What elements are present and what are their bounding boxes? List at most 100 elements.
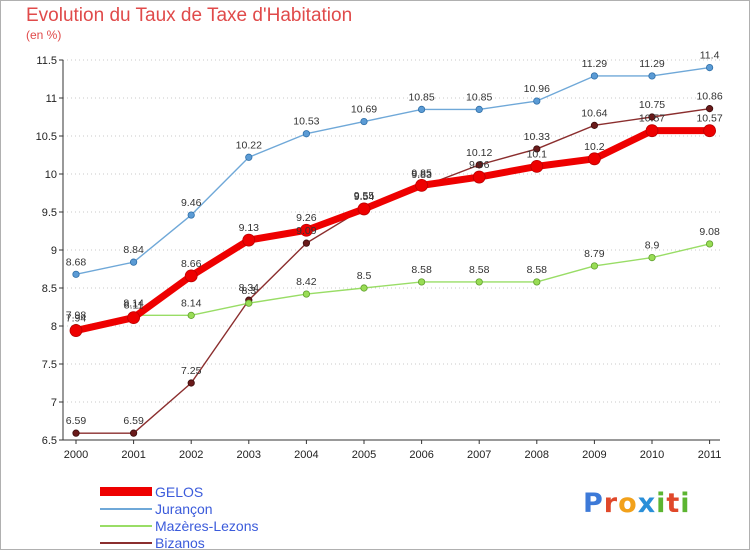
y-tick-label: 7.5 bbox=[42, 359, 57, 371]
point-jurancon bbox=[187, 211, 195, 219]
y-tick-label: 9.5 bbox=[42, 207, 57, 219]
series-line-mazeres-lezons bbox=[75, 243, 710, 329]
data-label-gelos: 7.94 bbox=[66, 313, 87, 325]
data-label-mazeres-lezons: 7.98 bbox=[66, 310, 87, 322]
data-label-jurancon: 10.53 bbox=[293, 116, 319, 128]
legend-item-gelos: GELOS bbox=[100, 484, 400, 501]
point-gelos bbox=[69, 324, 83, 337]
data-label-jurancon: 11.4 bbox=[700, 50, 720, 62]
data-label-bizanos: 7.25 bbox=[181, 365, 202, 377]
data-label-jurancon: 11.29 bbox=[639, 58, 665, 70]
point-mazeres-lezons bbox=[417, 278, 426, 286]
data-label-jurancon: 10.96 bbox=[524, 83, 550, 95]
point-jurancon bbox=[590, 72, 599, 80]
point-gelos bbox=[184, 269, 198, 283]
legend-swatch-gelos bbox=[100, 487, 152, 496]
x-tick-label: 2005 bbox=[352, 449, 376, 461]
y-tick-label: 8 bbox=[51, 321, 57, 333]
point-jurancon bbox=[302, 130, 310, 138]
point-bizanos bbox=[302, 239, 310, 247]
x-tick-label: 2009 bbox=[582, 449, 606, 461]
data-label-jurancon: 9.46 bbox=[181, 197, 202, 209]
point-gelos bbox=[415, 178, 429, 192]
point-bizanos bbox=[72, 429, 80, 437]
data-label-jurancon: 10.85 bbox=[408, 91, 434, 103]
data-label-bizanos: 10.12 bbox=[466, 147, 492, 159]
data-label-jurancon: 8.68 bbox=[66, 256, 87, 268]
data-label-bizanos: 6.59 bbox=[66, 415, 87, 427]
data-label-mazeres-lezons: 8.58 bbox=[469, 264, 490, 276]
data-label-bizanos: 10.86 bbox=[696, 91, 722, 103]
point-gelos bbox=[472, 170, 486, 184]
x-tick-label: 2003 bbox=[237, 449, 261, 461]
data-label-gelos: 9.54 bbox=[354, 191, 375, 203]
x-tick-label: 2007 bbox=[467, 449, 491, 461]
data-label-gelos: 9.26 bbox=[296, 212, 317, 224]
data-label-gelos: 10.57 bbox=[639, 113, 665, 125]
legend-swatch-bizanos bbox=[100, 542, 152, 544]
data-label-bizanos: 10.33 bbox=[524, 131, 550, 143]
line-chart: 6.5 7 7.5 8 8.5 9 9.5 10 10.5 11 11.5 2000 2001 2002 2… bbox=[36, 50, 723, 461]
logo-letter: r bbox=[603, 488, 619, 519]
data-label-gelos: 8.66 bbox=[181, 258, 202, 270]
data-label-mazeres-lezons: 8.58 bbox=[411, 264, 432, 276]
point-jurancon bbox=[475, 105, 483, 114]
point-jurancon bbox=[417, 105, 426, 114]
point-bizanos bbox=[648, 113, 656, 121]
data-label-gelos: 8.11 bbox=[124, 300, 144, 312]
data-label-gelos: 9.13 bbox=[239, 222, 260, 234]
data-label-mazeres-lezons: 8.79 bbox=[584, 248, 605, 260]
data-label-mazeres-lezons: 8.14 bbox=[123, 297, 144, 309]
data-label-gelos: 9.85 bbox=[411, 167, 432, 179]
data-label-mazeres-lezons: 9.08 bbox=[699, 226, 720, 238]
point-mazeres-lezons bbox=[475, 278, 483, 286]
legend-label-jurancon: Jurançon bbox=[155, 501, 213, 517]
point-gelos bbox=[127, 311, 141, 325]
x-tick-label: 2004 bbox=[294, 449, 318, 461]
legend-label-mazeres-lezons: Mazères-Lezons bbox=[155, 518, 259, 534]
logo-letter: i bbox=[680, 488, 691, 519]
data-label-mazeres-lezons: 8.3 bbox=[241, 285, 256, 297]
y-tick-label: 9 bbox=[51, 245, 57, 257]
point-mazeres-lezons bbox=[360, 284, 368, 292]
data-label-jurancon: 10.85 bbox=[466, 91, 492, 103]
logo-letter: P bbox=[583, 488, 604, 519]
x-tick-label: 2000 bbox=[64, 449, 88, 461]
point-mazeres-lezons bbox=[302, 290, 310, 298]
point-bizanos bbox=[187, 379, 195, 387]
point-gelos bbox=[299, 223, 313, 237]
x-tick-label: 2011 bbox=[698, 449, 722, 461]
data-label-bizanos: 6.59 bbox=[123, 415, 144, 427]
point-gelos bbox=[530, 159, 544, 173]
logo-letter: x bbox=[637, 488, 657, 519]
point-jurancon bbox=[130, 258, 138, 266]
point-jurancon bbox=[72, 270, 80, 278]
data-label-gelos: 10.2 bbox=[584, 141, 605, 153]
y-tick-label: 11 bbox=[46, 93, 57, 105]
point-bizanos bbox=[130, 429, 138, 437]
point-jurancon bbox=[533, 97, 541, 105]
point-jurancon bbox=[360, 117, 368, 126]
x-tick-label: 2002 bbox=[179, 449, 203, 461]
legend-label-bizanos: Bizanos bbox=[155, 535, 205, 551]
data-label-jurancon: 8.84 bbox=[123, 244, 144, 256]
data-label-jurancon: 10.22 bbox=[236, 139, 262, 151]
point-mazeres-lezons bbox=[187, 311, 195, 319]
data-label-mazeres-lezons: 8.5 bbox=[357, 270, 372, 282]
data-label-bizanos: 9.55 bbox=[354, 190, 375, 202]
x-tick-label: 2006 bbox=[409, 449, 433, 461]
point-mazeres-lezons bbox=[245, 299, 253, 307]
point-gelos bbox=[588, 152, 601, 166]
point-gelos bbox=[242, 233, 256, 247]
series-line-bizanos bbox=[76, 107, 710, 434]
y-tick-label: 7 bbox=[51, 397, 57, 409]
y-tick-label: 10 bbox=[45, 169, 57, 181]
data-label-bizanos: 8.34 bbox=[239, 282, 260, 294]
x-tick-label: 2001 bbox=[121, 449, 145, 461]
data-label-mazeres-lezons: 8.42 bbox=[296, 276, 317, 288]
data-label-mazeres-lezons: 8.14 bbox=[181, 297, 202, 309]
point-jurancon bbox=[648, 72, 656, 80]
legend-label-gelos: GELOS bbox=[155, 484, 204, 500]
data-label-bizanos: 9.83 bbox=[411, 169, 432, 181]
